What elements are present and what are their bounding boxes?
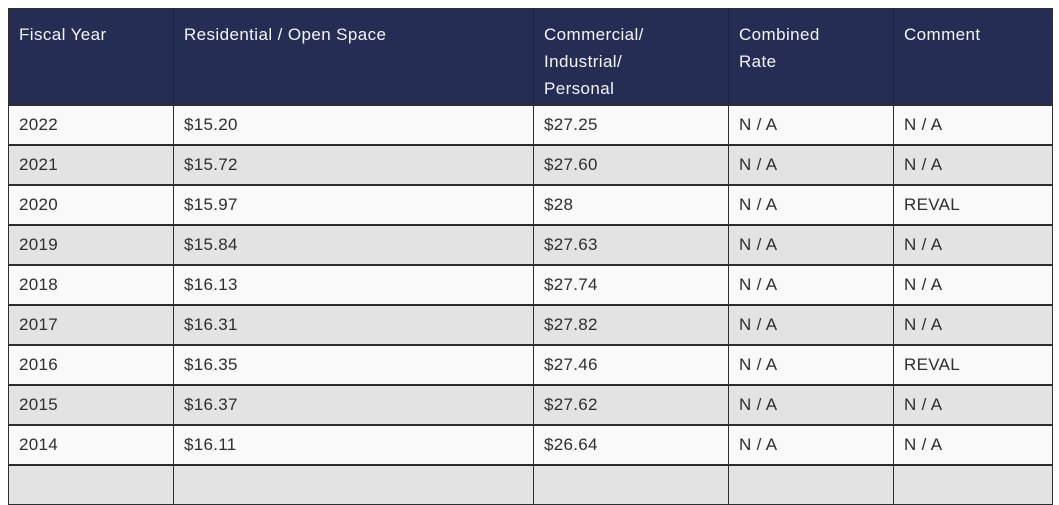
combined-rate-cell: N / A	[728, 104, 894, 146]
column-header-fiscal-year: Fiscal Year	[8, 8, 174, 106]
table-row: 2020 $15.97 $28 N / A REVAL	[8, 184, 1053, 226]
fiscal-year-cell: 2021	[8, 144, 174, 186]
fiscal-year-cell: 2019	[8, 224, 174, 266]
commercial-rate-cell: $28	[533, 184, 729, 226]
commercial-rate-cell: $27.82	[533, 304, 729, 346]
combined-rate-cell: N / A	[728, 184, 894, 226]
commercial-rate-cell: $27.63	[533, 224, 729, 266]
residential-rate-cell: $16.13	[173, 264, 534, 306]
tax-rates-table: Fiscal Year Residential / Open Space Com…	[8, 8, 1053, 505]
fiscal-year-cell: 2022	[8, 104, 174, 146]
fiscal-year-cell: 2015	[8, 384, 174, 426]
table-body: 2022 $15.20 $27.25 N / A N / A 2021 $15.…	[8, 104, 1053, 505]
comment-cell: N / A	[893, 424, 1053, 466]
comment-cell: REVAL	[893, 184, 1053, 226]
table-row: 2015 $16.37 $27.62 N / A N / A	[8, 384, 1053, 426]
fiscal-year-cell: 2017	[8, 304, 174, 346]
column-header-combined-rate: Combined Rate	[728, 8, 894, 106]
table-row-partial	[8, 464, 1053, 505]
combined-rate-cell: N / A	[728, 224, 894, 266]
commercial-rate-cell: $27.25	[533, 104, 729, 146]
comment-cell: N / A	[893, 264, 1053, 306]
comment-cell: REVAL	[893, 344, 1053, 386]
residential-rate-cell: $16.35	[173, 344, 534, 386]
residential-rate-cell: $16.37	[173, 384, 534, 426]
fiscal-year-cell: 2018	[8, 264, 174, 306]
fiscal-year-cell: 2020	[8, 184, 174, 226]
combined-rate-cell: N / A	[728, 384, 894, 426]
commercial-rate-cell: $27.62	[533, 384, 729, 426]
residential-rate-cell: $16.31	[173, 304, 534, 346]
table-row: 2017 $16.31 $27.82 N / A N / A	[8, 304, 1053, 346]
table-row: 2018 $16.13 $27.74 N / A N / A	[8, 264, 1053, 306]
commercial-rate-cell: $27.46	[533, 344, 729, 386]
residential-rate-cell: $15.97	[173, 184, 534, 226]
residential-rate-cell: $15.72	[173, 144, 534, 186]
column-header-residential: Residential / Open Space	[173, 8, 534, 106]
commercial-rate-cell: $26.64	[533, 424, 729, 466]
table-row: 2016 $16.35 $27.46 N / A REVAL	[8, 344, 1053, 386]
fiscal-year-cell: 2016	[8, 344, 174, 386]
comment-cell: N / A	[893, 144, 1053, 186]
table-row: 2014 $16.11 $26.64 N / A N / A	[8, 424, 1053, 466]
combined-rate-cell: N / A	[728, 344, 894, 386]
table-row: 2022 $15.20 $27.25 N / A N / A	[8, 104, 1053, 146]
table-row: 2019 $15.84 $27.63 N / A N / A	[8, 224, 1053, 266]
combined-rate-cell: N / A	[728, 424, 894, 466]
column-header-commercial: Commercial/ Industrial/ Personal	[533, 8, 729, 106]
table-header: Fiscal Year Residential / Open Space Com…	[8, 8, 1053, 106]
commercial-rate-cell: $27.74	[533, 264, 729, 306]
combined-rate-cell: N / A	[728, 264, 894, 306]
tax-rates-table-container: Fiscal Year Residential / Open Space Com…	[8, 8, 1053, 505]
combined-rate-cell: N / A	[728, 144, 894, 186]
column-header-comment: Comment	[893, 8, 1053, 106]
residential-rate-cell: $16.11	[173, 424, 534, 466]
fiscal-year-cell: 2014	[8, 424, 174, 466]
comment-cell: N / A	[893, 304, 1053, 346]
residential-rate-cell: $15.84	[173, 224, 534, 266]
commercial-rate-cell: $27.60	[533, 144, 729, 186]
combined-rate-cell: N / A	[728, 304, 894, 346]
comment-cell: N / A	[893, 104, 1053, 146]
comment-cell: N / A	[893, 384, 1053, 426]
comment-cell: N / A	[893, 224, 1053, 266]
table-row: 2021 $15.72 $27.60 N / A N / A	[8, 144, 1053, 186]
header-row: Fiscal Year Residential / Open Space Com…	[8, 8, 1053, 106]
residential-rate-cell: $15.20	[173, 104, 534, 146]
